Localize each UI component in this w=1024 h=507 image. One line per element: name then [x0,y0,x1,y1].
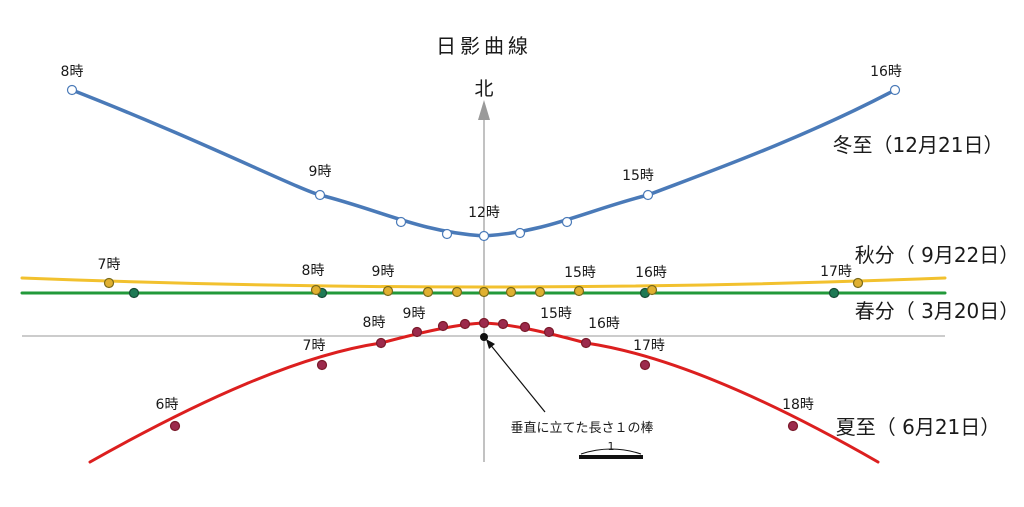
autumn-hour-point [646,284,658,296]
autumn-hour-point [478,286,490,298]
summer-hour-point [411,326,423,338]
summer-hour-label: 9時 [403,306,426,322]
winter-hour-label: 16時 [870,64,902,80]
stick-label: 垂直に立てた長さ１の棒 [510,421,653,436]
autumn-season-label: 秋分（ 9月22日） [855,243,1020,267]
winter-season-label: 冬至（12月21日） [833,133,1004,157]
summer-hour-point [787,420,799,432]
summer-hour-point [437,320,449,332]
autumn-hour-point [573,285,585,297]
summer-hour-point [375,337,387,349]
autumn-hour-label: 15時 [564,265,596,281]
summer-hour-point [519,321,531,333]
autumn-hour-label: 8時 [302,263,325,279]
summer-hour-point [497,318,509,330]
summer-hour-label: 17時 [633,338,665,354]
summer-hour-point [169,420,181,432]
spring-season-label: 春分（ 3月20日） [855,299,1020,323]
autumn-hour-point [103,277,115,289]
summer-hour-point [478,317,490,329]
autumn-hour-point [534,286,546,298]
winter-hour-point [395,216,407,228]
autumn-hour-point [852,277,864,289]
summer-hour-point [459,318,471,330]
summer-hour-point [639,359,651,371]
winter-hour-label: 15時 [622,168,654,184]
autumn-hour-label: 7時 [98,257,121,273]
winter-hour-point [441,228,453,240]
autumn-hour-label: 9時 [372,264,395,280]
autumn-hour-point [422,286,434,298]
north-arrow-icon [478,100,490,120]
summer-hour-label: 15時 [540,306,572,322]
winter-hour-point [478,230,490,242]
winter-hour-point [66,84,78,96]
winter-hour-point [642,189,654,201]
summer-hour-label: 16時 [588,316,620,332]
autumn-hour-label: 16時 [635,265,667,281]
autumn-hour-point [505,286,517,298]
summer-hour-point [316,359,328,371]
scale-bar: 1 [579,440,643,459]
winter-hour-label: 8時 [61,64,84,80]
winter-hour-point [314,189,326,201]
scale-bar-bracket [580,448,642,455]
winter-hour-label: 9時 [309,164,332,180]
autumn-hour-point [451,286,463,298]
spring-curve-group: 春分（ 3月20日） [20,287,1020,323]
north-label: 北 [474,78,493,100]
spring-hour-point [128,287,140,299]
winter-hour-point [514,227,526,239]
winter-hour-point [561,216,573,228]
scale-bar-rect [579,455,643,459]
stick-pointer-arrowhead [486,339,495,349]
autumn-hour-point [382,285,394,297]
summer-hour-point [543,326,555,338]
diagram-title: 日影曲線 [436,34,532,58]
scale-bar-label: 1 [608,440,615,453]
summer-hour-label: 6時 [156,397,179,413]
summer-season-label: 夏至（ 6月21日） [836,415,1001,439]
stick-pointer-line [488,342,546,413]
summer-hour-label: 8時 [363,315,386,331]
summer-hour-point [580,337,592,349]
spring-hour-point [828,287,840,299]
autumn-hour-point [310,284,322,296]
winter-hour-label: 12時 [468,205,500,221]
winter-hour-point [889,84,901,96]
summer-hour-label: 7時 [303,338,326,354]
autumn-hour-label: 17時 [820,264,852,280]
summer-hour-label: 18時 [782,397,814,413]
